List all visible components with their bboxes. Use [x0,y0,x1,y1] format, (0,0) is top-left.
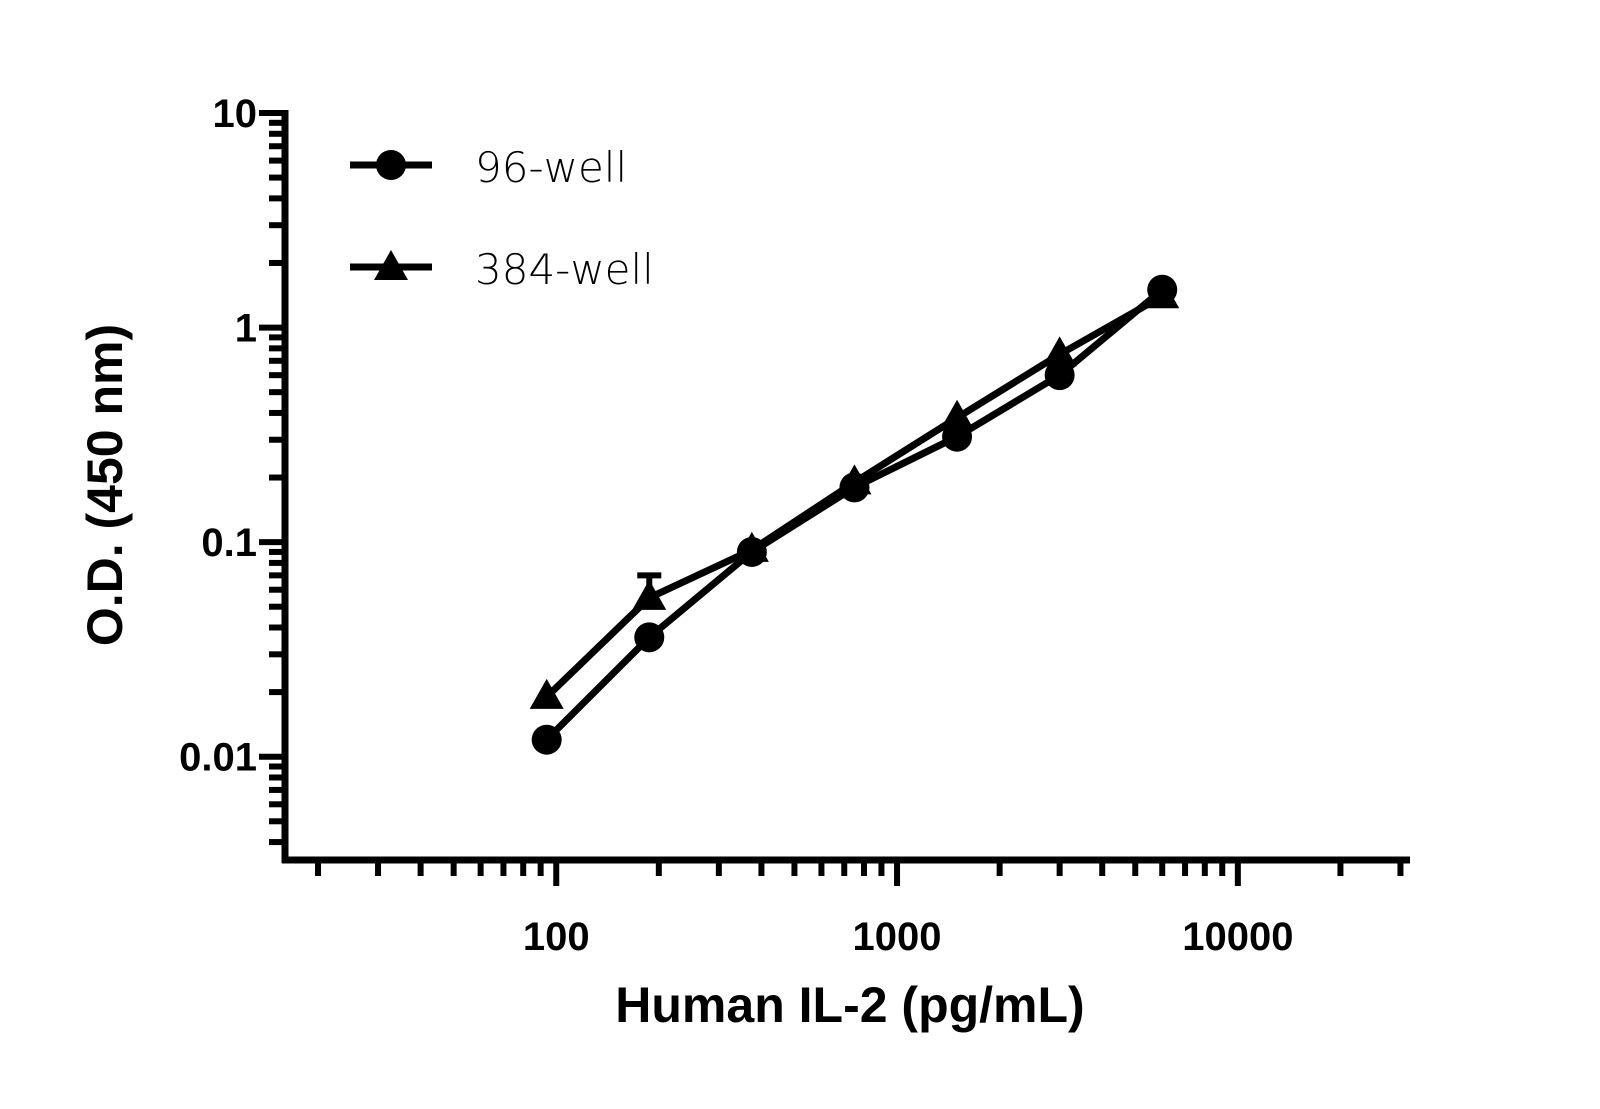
series-96-well [531,274,1178,755]
data-point-triangle [632,579,667,610]
axes: 0.01 0.1 1 10 100 1000 10000 [179,92,1410,959]
data-point-triangle [529,678,564,709]
y-tick-label: 0.01 [179,736,257,780]
legend-marker-triangle [374,250,408,280]
series-layer [529,274,1180,755]
data-point-triangle [940,399,975,430]
x-tick-label: 10000 [1182,915,1293,959]
y-tick-label: 1 [235,307,257,351]
y-axis-title: O.D. (450 nm) [77,324,133,646]
legend-marker-circle [376,150,406,180]
data-point-triangle [1145,278,1180,309]
data-point-circle [1044,360,1075,391]
legend-label-96-well: 96-well [475,143,627,192]
legend: 96-well 384-well [350,143,654,294]
data-point-circle [634,622,665,653]
x-axis-title: Human IL-2 (pg/mL) [615,977,1084,1033]
legend-label-384-well: 384-well [475,245,654,294]
data-point-triangle [734,531,769,562]
data-point-triangle [1042,336,1077,367]
data-point-circle [531,724,562,755]
y-tick-label: 0.1 [201,521,257,565]
x-tick-label: 1000 [853,915,942,959]
data-point-triangle [837,464,872,495]
series-384-well [529,278,1180,709]
y-tick-label: 10 [213,92,258,136]
x-tick-label: 100 [523,915,590,959]
